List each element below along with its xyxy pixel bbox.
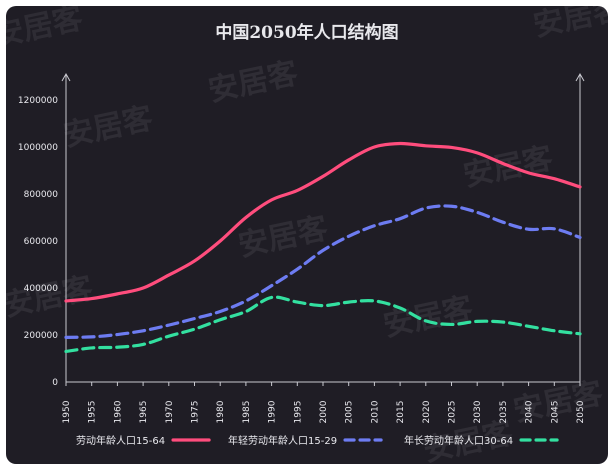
watermark-text: 安居客: [530, 6, 608, 44]
x-tick-label: 2010: [370, 400, 380, 423]
series-line: [64, 295, 582, 354]
x-tick-label: 1990: [268, 400, 278, 423]
y-axis-arrow: [61, 72, 71, 82]
y-tick-label: 600000: [24, 237, 59, 247]
x-tick-label: 1950: [62, 400, 72, 423]
watermark-text: 安居客: [205, 56, 300, 109]
x-tick-label: 2005: [345, 401, 355, 424]
x-tick-label: 1960: [113, 400, 123, 423]
legend-label: 劳动年龄人口15-64: [76, 434, 165, 447]
chart-legend: 劳动年龄人口15-64 年轻劳动年龄人口15-29 年长劳动年龄人口30-64: [76, 434, 559, 447]
x-tick-label: 1985: [242, 401, 252, 424]
watermark-text: 安居客: [60, 101, 155, 154]
x-tick-label: 2030: [473, 400, 483, 423]
legend-label: 年长劳动年龄人口30-64: [404, 434, 513, 447]
y-tick-label: 400000: [24, 284, 59, 294]
x-tick-label: 1975: [191, 401, 201, 424]
y-tick-label: 200000: [24, 331, 59, 341]
watermark-text: 安居客: [380, 291, 475, 344]
x-tick-label: 2035: [499, 401, 509, 424]
x-tick-label: 1955: [88, 401, 98, 424]
x-tick-label: 1995: [293, 401, 303, 424]
x-tick-label: 1980: [216, 400, 226, 423]
y-tick-label: 800000: [24, 190, 59, 200]
watermark-text: 安居客: [6, 271, 96, 324]
chart-panel: 中国2050年人口结构图 安居客 安居客 安居客 安居客 安居客 安居客 安居客 安居客 安居客…: [6, 6, 608, 464]
x-tick-label: 2020: [422, 400, 432, 423]
x-tick-label: 2025: [448, 401, 458, 424]
x-tick-label: 2040: [525, 400, 535, 423]
x-tick-label: 1970: [165, 400, 175, 423]
chart-title: 中国2050年人口结构图: [215, 22, 398, 43]
y-tick-label: 1200000: [18, 96, 58, 106]
y-tick-label: 0: [52, 378, 58, 388]
watermark-text: 安居客: [6, 6, 86, 54]
legend-label: 年轻劳动年龄人口15-29: [228, 434, 337, 447]
watermark-text: 安居客: [235, 211, 330, 264]
x-tick-label: 2015: [396, 401, 406, 424]
y-tick-label: 1000000: [18, 143, 58, 153]
watermark-text: 安居客: [460, 141, 555, 194]
chart-axes: 0 200000 400000 600000 800000 1000000 1200000 1…: [18, 72, 586, 424]
series-layer: [64, 141, 582, 354]
x-tick-label: 1965: [139, 401, 149, 424]
right-axis-arrow: [575, 72, 585, 82]
x-tick-label: 2045: [550, 401, 560, 424]
x-tick-label: 2000: [319, 400, 329, 423]
series-line: [64, 141, 582, 303]
x-tick-label: 2050: [576, 400, 586, 423]
series-line: [64, 204, 582, 339]
